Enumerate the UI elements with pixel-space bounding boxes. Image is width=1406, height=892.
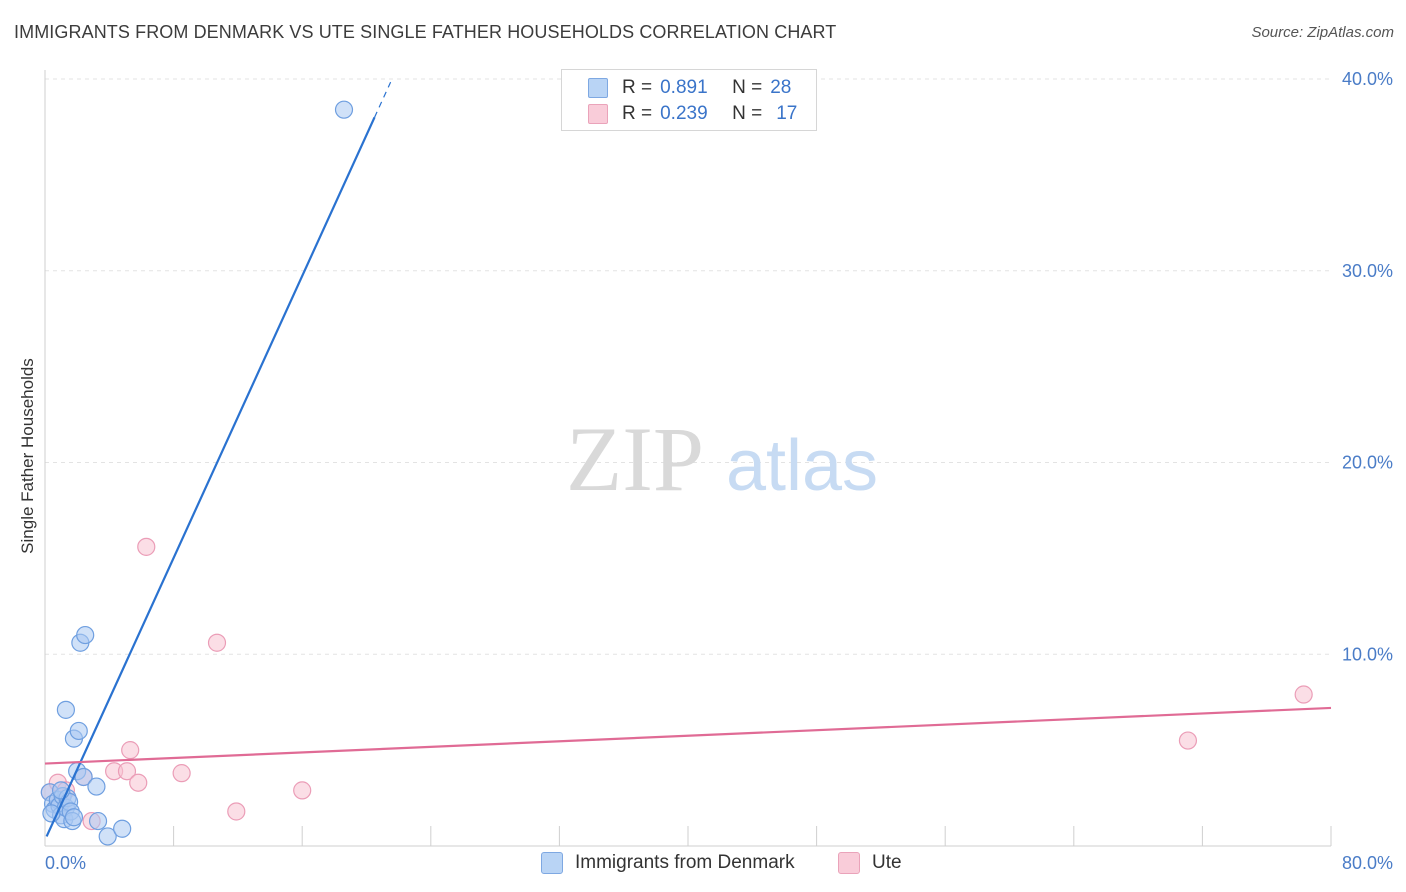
axes: [44, 70, 1332, 847]
denmark-point: [76, 625, 95, 645]
y-tick-label: 20.0%: [1342, 453, 1393, 473]
x-tick-label: 0.0%: [45, 853, 86, 873]
ute-point: [172, 764, 191, 783]
chart-title: IMMIGRANTS FROM DENMARK VS UTE SINGLE FA…: [14, 22, 837, 42]
legend-swatch-denmark: [588, 78, 608, 98]
y-tick-label: 30.0%: [1342, 261, 1393, 281]
denmark-point: [87, 777, 106, 796]
x-tick-labels: 0.0% 80.0%: [45, 853, 1393, 873]
ute-point: [129, 773, 148, 792]
ute-point: [1178, 731, 1198, 750]
legend-swatch-ute: [588, 104, 608, 124]
watermark: ZIP atlas: [566, 408, 878, 510]
ute-trend-line: [44, 706, 1332, 765]
y-tick-label: 40.0%: [1342, 69, 1393, 89]
denmark-point: [113, 819, 132, 838]
x-tick-label: 80.0%: [1342, 853, 1393, 873]
grid-lines: [45, 78, 1331, 655]
legend-n-label: N =: [732, 103, 763, 124]
legend-row-ute: R = 0.239 N = 17: [588, 102, 797, 126]
series-swatch-denmark: [541, 852, 563, 874]
correlation-legend: R = 0.891 N = 28 R = 0.239 N = 17: [561, 69, 817, 131]
legend-n-label: N =: [732, 77, 763, 98]
denmark-trend-line: [45, 116, 376, 837]
series-swatch-ute: [838, 852, 860, 874]
denmark-point: [334, 100, 354, 119]
ute-point: [121, 741, 140, 760]
legend-n-value: 28: [770, 77, 792, 98]
ute-point: [227, 802, 246, 821]
y-tick-labels: 10.0% 20.0% 30.0% 40.0%: [1342, 69, 1393, 664]
denmark-point: [64, 808, 84, 827]
denmark-point: [56, 700, 75, 719]
watermark-zip: ZIP: [566, 408, 704, 510]
ute-point: [137, 537, 156, 556]
denmark-point: [88, 811, 108, 831]
series-legend-denmark[interactable]: Immigrants from Denmark: [541, 852, 795, 874]
series-label-ute: Ute: [872, 852, 902, 873]
y-tick-label: 10.0%: [1342, 644, 1393, 664]
watermark-atlas: atlas: [726, 426, 878, 506]
denmark-point: [69, 721, 88, 741]
ute-point: [207, 633, 227, 652]
legend-r-value: 0.239: [660, 103, 708, 124]
ute-point: [117, 762, 137, 781]
trend-lines: [44, 81, 1332, 837]
series-legend-ute[interactable]: Ute: [838, 852, 902, 874]
source-label: Source: ZipAtlas.com: [1251, 24, 1394, 41]
legend-r-value: 0.891: [660, 77, 708, 98]
denmark-trend-extension: [373, 81, 392, 118]
legend-n-value: 17: [776, 103, 798, 124]
ute-points: [40, 537, 1313, 831]
legend-r-label: R =: [622, 103, 653, 124]
ute-point: [293, 781, 312, 800]
series-label-denmark: Immigrants from Denmark: [575, 852, 795, 873]
denmark-point: [74, 767, 93, 787]
ute-point: [1294, 685, 1313, 704]
series-legend: Immigrants from Denmark Ute: [0, 852, 1406, 878]
legend-row-denmark: R = 0.891 N = 28: [588, 76, 791, 100]
legend-r-label: R =: [622, 77, 653, 98]
denmark-points: [40, 100, 354, 846]
denmark-point: [98, 827, 117, 846]
